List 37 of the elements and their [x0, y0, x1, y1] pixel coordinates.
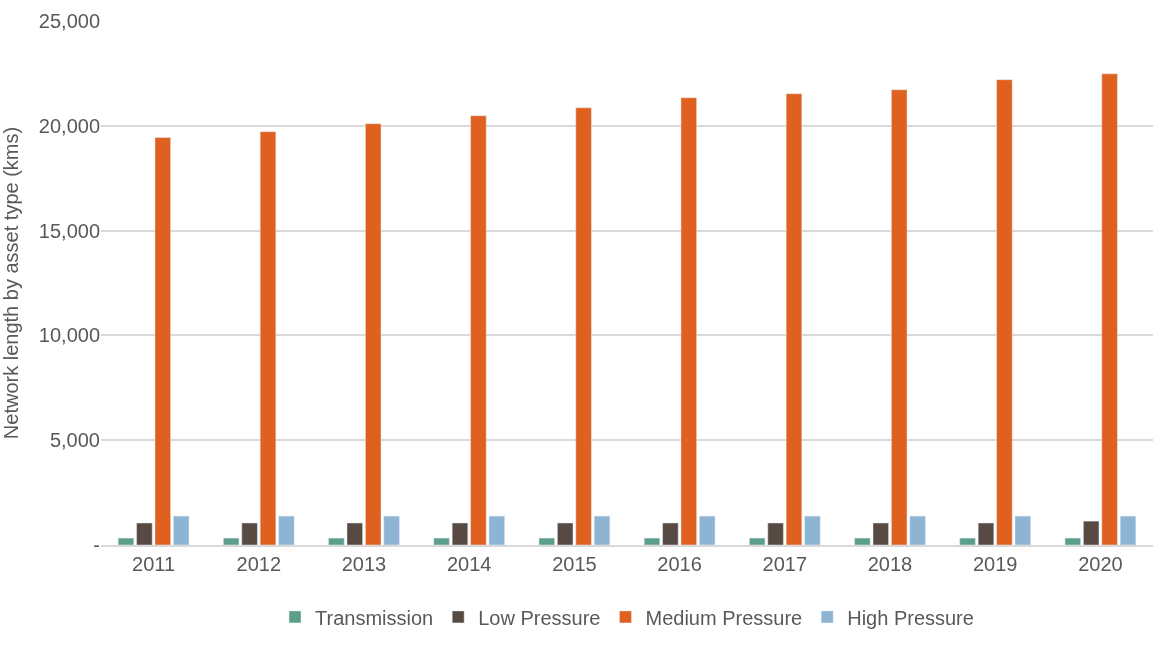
bar: [977, 522, 995, 545]
x-tick-label: 2014: [446, 552, 492, 575]
x-tick-label: 2016: [657, 552, 702, 575]
x-tick-label: 2020: [1078, 552, 1123, 575]
y-tick-label: 5,000: [49, 429, 100, 452]
bar: [785, 93, 803, 545]
bar: [173, 515, 190, 545]
bar: [451, 522, 469, 545]
legend-label: Transmission: [315, 606, 434, 629]
bar: [643, 537, 661, 545]
y-tick-label: 10,000: [38, 324, 100, 347]
bar: [433, 537, 450, 545]
bar: [804, 515, 821, 545]
bar: [538, 537, 555, 545]
y-tick-label: -: [93, 534, 100, 556]
bar: [1064, 537, 1081, 545]
x-tick-label: 2017: [762, 552, 808, 575]
bar: [959, 537, 976, 545]
y-tick-label: 15,000: [38, 219, 100, 242]
y-tick-label: 20,000: [38, 114, 100, 137]
x-tick-label: 2013: [341, 552, 387, 575]
bar: [593, 515, 611, 545]
bar: [699, 515, 716, 545]
legend-label: Low Pressure: [478, 606, 601, 629]
bar: [259, 131, 277, 545]
legend-label: High Pressure: [847, 606, 974, 629]
bar: [117, 537, 135, 545]
y-tick-label: 25,000: [38, 10, 100, 32]
bar: [1119, 515, 1137, 545]
x-tick-label: 2019: [972, 552, 1018, 575]
legend-label: Medium Pressure: [645, 606, 803, 629]
x-tick-label: 2011: [132, 552, 176, 575]
x-tick-label: 2018: [867, 552, 913, 575]
x-tick-label: 2015: [552, 552, 597, 575]
bar: [278, 515, 295, 545]
x-tick-label: 2012: [236, 552, 282, 575]
y-axis-title: Network length by asset type (kms): [0, 126, 22, 440]
